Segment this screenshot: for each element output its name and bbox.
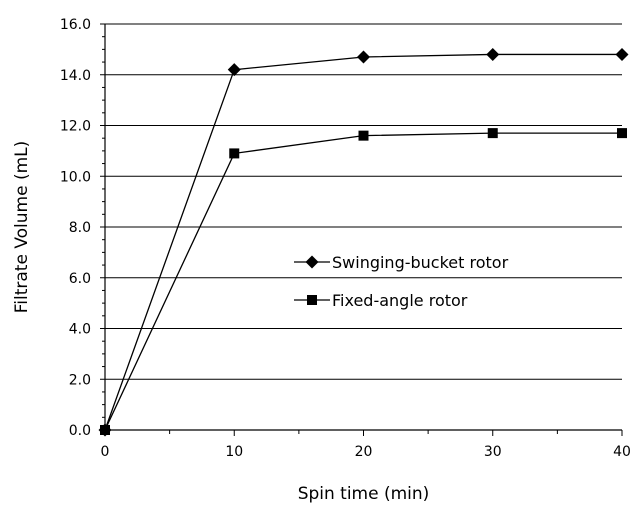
legend-label-swinging-bucket: Swinging-bucket rotor bbox=[332, 253, 509, 272]
y-tick-label: 16.0 bbox=[60, 17, 91, 33]
y-tick-label: 4.0 bbox=[69, 322, 91, 338]
data-point-swinging-bucket bbox=[486, 47, 500, 61]
legend: Swinging-bucket rotor Fixed-angle rotor bbox=[294, 253, 509, 310]
x-tick-label: 30 bbox=[484, 444, 502, 460]
y-axis-title: Filtrate Volume (mL) bbox=[12, 141, 32, 314]
x-tick-label: 10 bbox=[225, 444, 243, 460]
y-tick-label: 12.0 bbox=[60, 119, 91, 135]
y-tick-label: 14.0 bbox=[60, 68, 91, 84]
data-point-fixed-angle bbox=[617, 128, 627, 139]
y-tick-label: 0.0 bbox=[69, 423, 91, 439]
x-axis-title: Spin time (min) bbox=[298, 484, 430, 504]
data-point-swinging-bucket bbox=[227, 63, 241, 77]
y-tick-label: 2.0 bbox=[69, 372, 91, 388]
x-tick-label: 40 bbox=[613, 444, 631, 460]
legend-item-swinging-bucket: Swinging-bucket rotor bbox=[294, 253, 509, 272]
y-tick-label: 10.0 bbox=[60, 169, 91, 185]
legend-marker-diamond bbox=[305, 255, 319, 269]
x-tick-label: 20 bbox=[355, 444, 373, 460]
legend-marker-square bbox=[307, 295, 317, 305]
series-group bbox=[98, 47, 629, 437]
x-tick-label: 0 bbox=[101, 444, 110, 460]
gridlines bbox=[105, 23, 622, 380]
data-point-swinging-bucket bbox=[615, 47, 629, 61]
data-point-fixed-angle bbox=[100, 425, 110, 435]
legend-label-fixed-angle: Fixed-angle rotor bbox=[332, 291, 468, 310]
data-point-fixed-angle bbox=[358, 130, 369, 141]
data-point-fixed-angle bbox=[487, 128, 498, 139]
tick-labels: 0.0 2.0 4.0 6.0 8.0 10.0 12.0 14.0 16.0 0 10 20 30 40 bbox=[60, 17, 631, 460]
axes bbox=[100, 23, 623, 436]
legend-item-fixed-angle: Fixed-angle rotor bbox=[294, 291, 468, 310]
data-point-swinging-bucket bbox=[357, 50, 370, 64]
data-point-fixed-angle bbox=[229, 148, 240, 159]
y-tick-label: 8.0 bbox=[69, 220, 91, 236]
y-tick-label: 6.0 bbox=[69, 271, 91, 287]
